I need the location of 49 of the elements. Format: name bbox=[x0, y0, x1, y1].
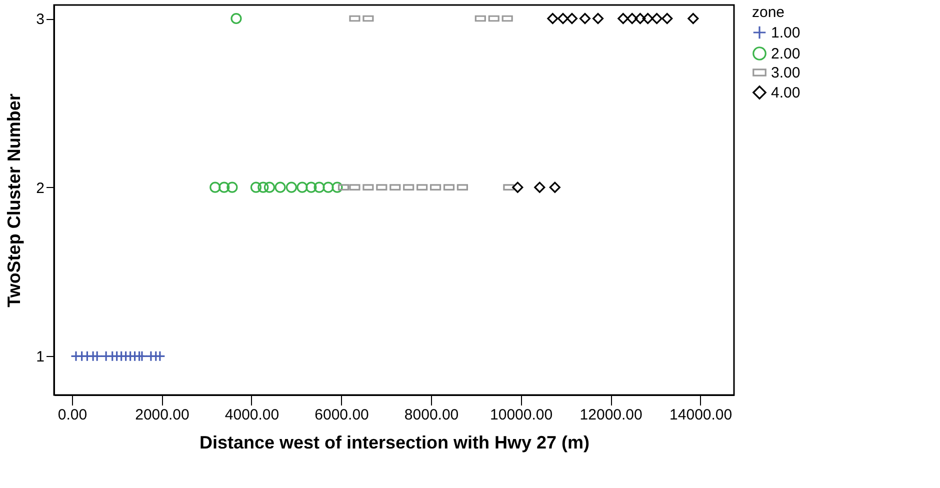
point bbox=[250, 182, 262, 193]
point bbox=[258, 182, 269, 193]
point bbox=[332, 182, 343, 193]
y-tick-label: 1 bbox=[36, 348, 44, 366]
point bbox=[314, 182, 325, 193]
point bbox=[592, 12, 604, 24]
x-tick-label: 4000.00 bbox=[224, 406, 280, 424]
point bbox=[264, 182, 275, 193]
point bbox=[210, 182, 221, 193]
point bbox=[136, 350, 148, 362]
legend-label: 2.00 bbox=[771, 46, 800, 62]
point bbox=[286, 182, 297, 193]
x-tick-label: 2000.00 bbox=[135, 406, 190, 424]
x-tick-label: 14000.00 bbox=[670, 406, 732, 424]
point bbox=[651, 12, 662, 24]
point bbox=[662, 12, 673, 24]
point bbox=[547, 12, 558, 24]
point bbox=[218, 182, 230, 193]
point bbox=[579, 12, 591, 24]
x-tick-label: 8000.00 bbox=[404, 406, 459, 424]
point bbox=[230, 12, 242, 24]
x-axis-title: Distance west of intersection with Hwy 27 (m) bbox=[199, 432, 590, 452]
point bbox=[642, 12, 654, 24]
point bbox=[92, 350, 103, 362]
x-tick-label: 6000.00 bbox=[314, 406, 369, 424]
point bbox=[322, 182, 334, 193]
y-axis-title: TwoStep Cluster Number bbox=[4, 94, 24, 308]
legend-label: 1.00 bbox=[771, 24, 800, 42]
y-tick-label: 3 bbox=[36, 11, 44, 28]
legend-label: 4.00 bbox=[771, 84, 800, 102]
point bbox=[296, 182, 308, 193]
point bbox=[549, 182, 560, 193]
point bbox=[566, 12, 578, 24]
x-tick-label: 10000.00 bbox=[490, 406, 553, 424]
point bbox=[634, 12, 646, 24]
point bbox=[688, 12, 699, 24]
point bbox=[626, 12, 638, 24]
point bbox=[557, 12, 569, 24]
legend-title: zone bbox=[752, 4, 785, 21]
x-tick-label: 0.00 bbox=[58, 406, 88, 424]
y-tick-label: 2 bbox=[36, 180, 44, 197]
point bbox=[306, 182, 317, 193]
point bbox=[512, 182, 524, 193]
x-tick-label: 12000.00 bbox=[580, 406, 642, 424]
legend-label: 3.00 bbox=[771, 64, 800, 82]
point bbox=[274, 182, 286, 193]
point bbox=[534, 182, 546, 193]
point bbox=[618, 12, 629, 24]
point bbox=[226, 182, 238, 193]
